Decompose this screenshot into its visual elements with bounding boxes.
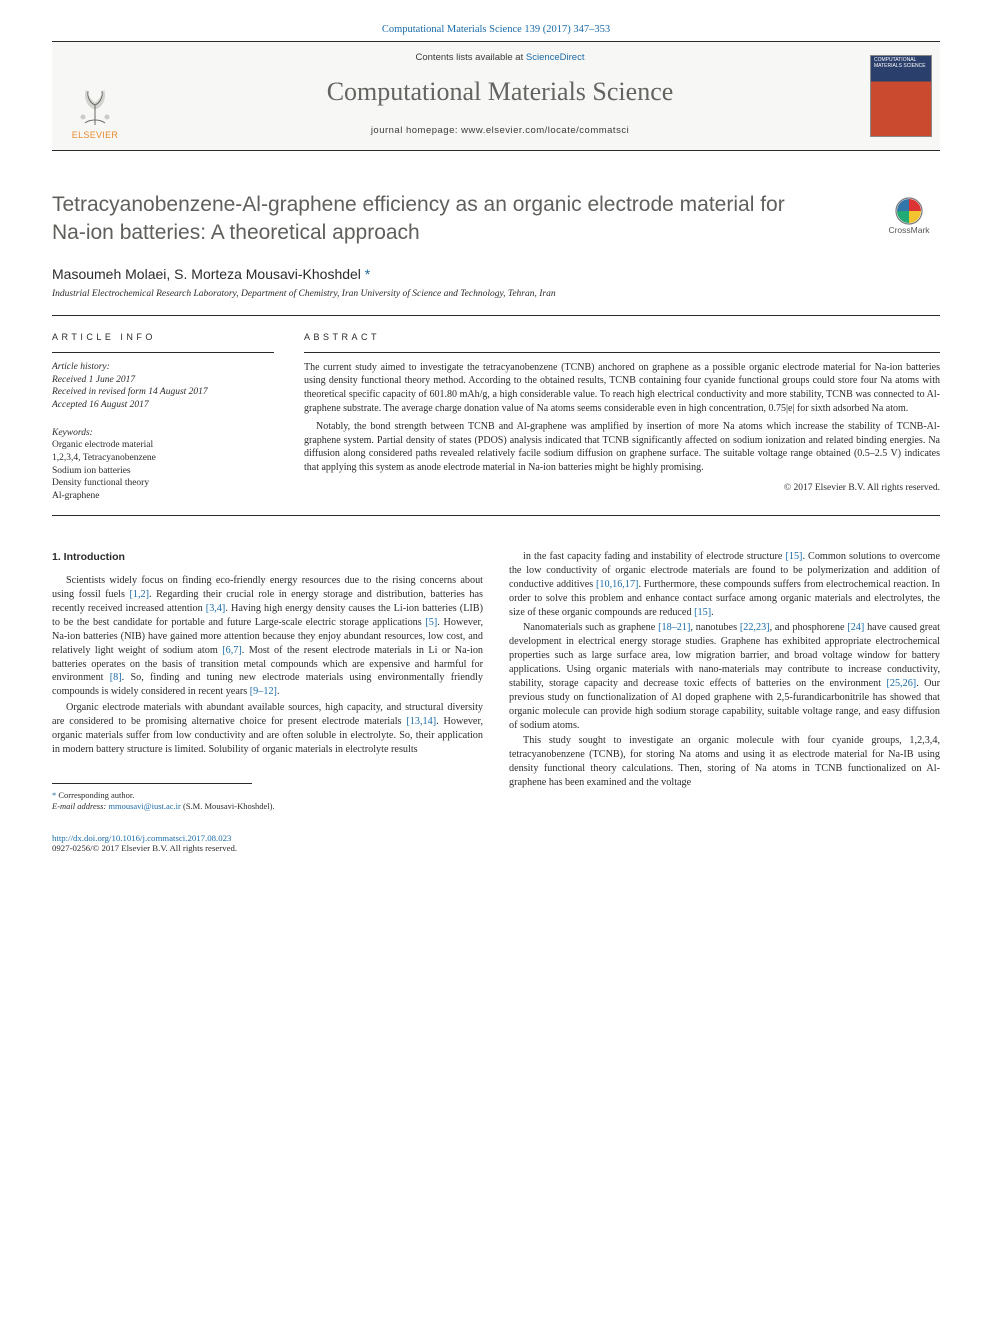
keyword: 1,2,3,4, Tetracyanobenzene [52, 452, 274, 465]
ref-link[interactable]: [10,16,17] [596, 579, 638, 590]
ref-link[interactable]: [8] [110, 672, 122, 683]
ref-link[interactable]: [22,23] [740, 622, 770, 633]
corr-email[interactable]: mmousavi@iust.ac.ir [108, 801, 181, 811]
cover-title-text: COMPUTATIONAL MATERIALS SCIENCE [874, 58, 928, 69]
crossmark-label: CrossMark [878, 225, 940, 235]
body-p4: Nanomaterials such as graphene [18–21], … [509, 621, 940, 732]
ref-link[interactable]: [18–21] [658, 622, 690, 633]
journal-name: Computational Materials Science [146, 77, 854, 107]
sciencedirect-link[interactable]: ScienceDirect [526, 52, 585, 63]
doi-link[interactable]: http://dx.doi.org/10.1016/j.commatsci.20… [52, 833, 231, 843]
masthead: ELSEVIER Contents lists available at Sci… [52, 41, 940, 151]
contents-available: Contents lists available at ScienceDirec… [146, 52, 854, 63]
footer-meta: http://dx.doi.org/10.1016/j.commatsci.20… [52, 833, 940, 853]
homepage-url[interactable]: www.elsevier.com/locate/commatsci [461, 125, 629, 136]
ref-link[interactable]: [5] [425, 617, 437, 628]
ref-link[interactable]: [24] [847, 622, 864, 633]
body-p1: Scientists widely focus on finding eco-f… [52, 574, 483, 699]
ref-link[interactable]: [15] [785, 551, 802, 562]
crossmark-badge[interactable]: CrossMark [878, 197, 940, 235]
info-rule [52, 352, 274, 353]
abstract-p2: Notably, the bond strength between TCNB … [304, 420, 940, 475]
revised-date: Received in revised form 14 August 2017 [52, 386, 274, 399]
keywords-hd: Keywords: [52, 428, 274, 438]
article-history: Article history: Received 1 June 2017 Re… [52, 361, 274, 412]
body-p3: in the fast capacity fading and instabil… [509, 550, 940, 619]
email-label: E-mail address: [52, 801, 108, 811]
accepted-date: Accepted 16 August 2017 [52, 399, 274, 412]
publisher-label: ELSEVIER [72, 130, 118, 140]
keyword: Sodium ion batteries [52, 465, 274, 478]
journal-homepage: journal homepage: www.elsevier.com/locat… [146, 125, 854, 136]
keywords-list: Organic electrode material 1,2,3,4, Tetr… [52, 439, 274, 503]
corresponding-star[interactable]: * [361, 266, 370, 282]
cover-thumb-wrap: COMPUTATIONAL MATERIALS SCIENCE [862, 42, 940, 150]
issn-copyright: 0927-0256/© 2017 Elsevier B.V. All right… [52, 843, 237, 853]
contents-prefix: Contents lists available at [416, 52, 526, 63]
article-info-label: ARTICLE INFO [52, 332, 274, 342]
affiliation: Industrial Electrochemical Research Labo… [52, 289, 940, 299]
body-p2: Organic electrode materials with abundan… [52, 701, 483, 757]
author-list: Masoumeh Molaei, S. Morteza Mousavi-Khos… [52, 266, 940, 282]
abstract-label: ABSTRACT [304, 332, 940, 342]
ref-link[interactable]: [3,4] [206, 603, 226, 614]
citation-line: Computational Materials Science 139 (201… [52, 24, 940, 35]
abstract-p1: The current study aimed to investigate t… [304, 361, 940, 416]
history-hd: Article history: [52, 361, 274, 374]
keyword: Organic electrode material [52, 439, 274, 452]
abstract-text: The current study aimed to investigate t… [304, 361, 940, 475]
abs-rule [304, 352, 940, 353]
ref-link[interactable]: [15] [694, 607, 711, 618]
email-tail: (S.M. Mousavi-Khoshdel). [181, 801, 275, 811]
authors-text: Masoumeh Molaei, S. Morteza Mousavi-Khos… [52, 266, 361, 282]
ref-link[interactable]: [25,26] [886, 678, 916, 689]
body-text: 1. Introduction Scientists widely focus … [52, 550, 940, 813]
homepage-prefix: journal homepage: [371, 125, 461, 136]
keyword: Density functional theory [52, 477, 274, 490]
footnote-rule [52, 783, 252, 790]
corr-text: Corresponding author. [58, 790, 134, 800]
received-date: Received 1 June 2017 [52, 374, 274, 387]
ref-link[interactable]: [13,14] [406, 716, 436, 727]
ref-link[interactable]: [1,2] [129, 589, 149, 600]
body-p5: This study sought to investigate an orga… [509, 734, 940, 790]
crossmark-icon [895, 197, 923, 225]
elsevier-tree-icon [69, 76, 121, 128]
publisher-block: ELSEVIER [52, 42, 138, 150]
ref-link[interactable]: [6,7] [222, 645, 242, 656]
journal-cover-thumb: COMPUTATIONAL MATERIALS SCIENCE [870, 55, 932, 137]
intro-heading: 1. Introduction [52, 550, 483, 564]
article-title: Tetracyanobenzene-Al-graphene efficiency… [52, 191, 812, 248]
abstract-copyright: © 2017 Elsevier B.V. All rights reserved… [304, 483, 940, 493]
ref-link[interactable]: [9–12] [250, 686, 277, 697]
keyword: Al-graphene [52, 490, 274, 503]
corresponding-footnote: * Corresponding author. E-mail address: … [52, 790, 483, 813]
rule-bottom [52, 515, 940, 516]
